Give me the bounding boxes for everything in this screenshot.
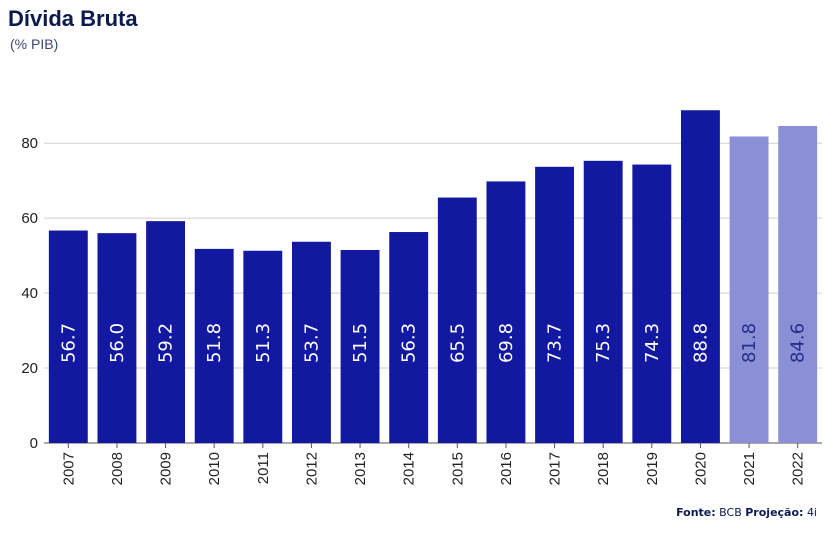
data-label: 75.3 [593, 323, 614, 363]
bar [340, 250, 380, 443]
data-label: 73.7 [545, 323, 566, 363]
bar [389, 232, 429, 443]
x-tick-label: 2014 [401, 452, 418, 485]
bar [680, 110, 720, 444]
data-label: 59.2 [156, 323, 177, 363]
bar [48, 230, 88, 443]
source-label: Fonte: [676, 506, 716, 519]
projection-value: 4i [806, 506, 817, 519]
x-tick-label: 2018 [595, 452, 612, 485]
data-label: 53.7 [301, 323, 322, 363]
x-tick-label: 2008 [109, 452, 126, 485]
projection-label: Projeção: [745, 506, 804, 519]
data-label: 51.3 [253, 323, 274, 363]
data-label: 88.8 [690, 323, 711, 363]
bar [437, 197, 477, 443]
data-label: 51.5 [350, 323, 371, 363]
x-tick-label: 2021 [741, 452, 758, 485]
chart-title: Dívida Bruta [8, 6, 138, 31]
data-label: 56.0 [107, 323, 128, 363]
bar [583, 160, 623, 443]
bar [486, 181, 526, 443]
x-tick-label: 2010 [206, 452, 223, 485]
x-tick-label: 2017 [547, 452, 564, 485]
bar [778, 125, 818, 444]
data-label: 56.3 [399, 323, 420, 363]
x-tick-label: 2013 [352, 452, 369, 485]
y-tick-label: 0 [30, 435, 38, 452]
x-tick-label: 2019 [644, 452, 661, 485]
x-tick-label: 2016 [498, 452, 515, 485]
x-tick-label: 2012 [303, 452, 320, 485]
y-tick-label: 40 [21, 285, 38, 302]
bar [194, 248, 234, 443]
bar [97, 233, 137, 443]
bar [632, 164, 672, 443]
source-note: Fonte: BCB Projeção: 4i [676, 506, 817, 519]
y-tick-label: 20 [21, 360, 38, 377]
chart-subtitle: (% PIB) [10, 36, 59, 52]
bar [291, 241, 331, 443]
x-tick-label: 2007 [60, 452, 77, 485]
data-label: 65.5 [447, 323, 468, 363]
source-value: BCB [719, 506, 742, 519]
bar [146, 221, 186, 443]
data-label: 74.3 [642, 323, 663, 363]
data-label: 51.8 [204, 323, 225, 363]
x-tick-label: 2020 [692, 452, 709, 485]
data-label: 81.8 [739, 323, 760, 363]
bar [535, 166, 575, 443]
y-tick-label: 80 [21, 135, 38, 152]
bar-chart: 0 20 40 60 80 2007 56.7 2008 56.0 2009 59.2 2010 51.… [21, 110, 822, 485]
bar [243, 250, 283, 443]
y-tick-label: 60 [21, 210, 38, 227]
x-tick-label: 2011 [255, 452, 272, 484]
data-label: 56.7 [58, 323, 79, 363]
data-label: 69.8 [496, 323, 517, 363]
x-tick-label: 2009 [158, 452, 175, 485]
data-label: 84.6 [788, 323, 809, 363]
x-tick-label: 2015 [449, 452, 466, 485]
bar [729, 136, 769, 443]
x-tick-label: 2022 [790, 452, 807, 485]
